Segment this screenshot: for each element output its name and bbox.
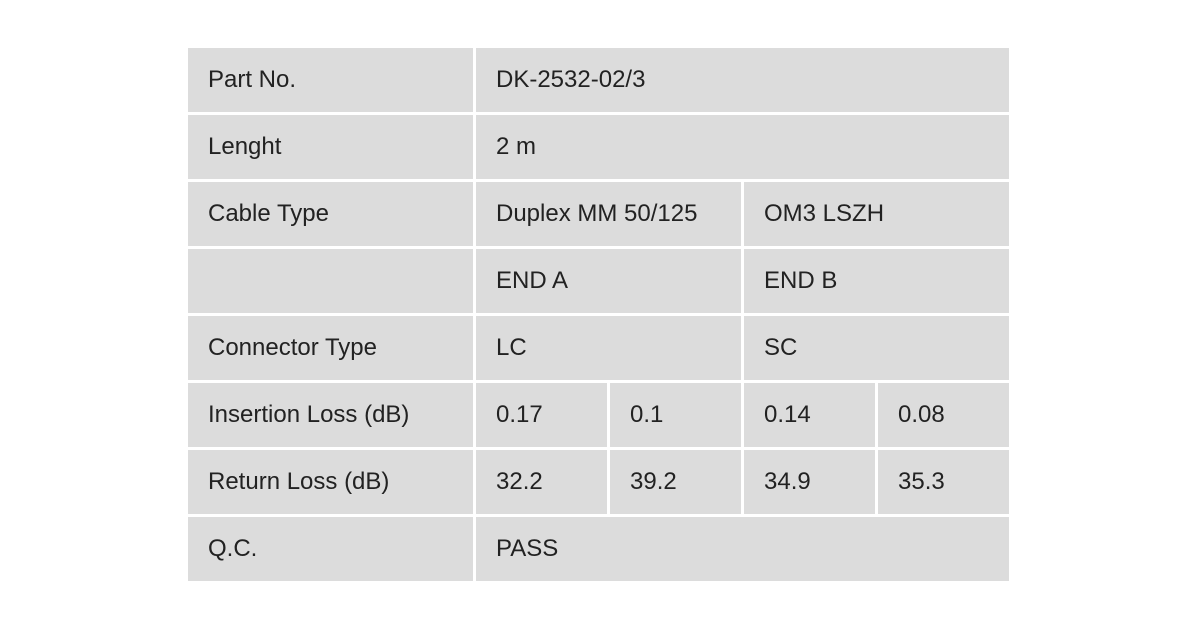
label-cell: Connector Type <box>188 316 473 380</box>
value-cell: 0.14 <box>744 383 875 447</box>
spec-table: Part No. DK-2532-02/3 Lenght 2 m Cable Typ… <box>185 45 1012 584</box>
label-cell: Insertion Loss (dB) <box>188 383 473 447</box>
row: Connector Type LC SC <box>188 316 1009 380</box>
header-cell: END A <box>476 249 741 313</box>
value-cell: 39.2 <box>610 450 741 514</box>
value-cell: SC <box>744 316 1009 380</box>
row: Return Loss (dB) 32.2 39.2 34.9 35.3 <box>188 450 1009 514</box>
label-cell <box>188 249 473 313</box>
value-cell: 35.3 <box>878 450 1009 514</box>
value-cell: 34.9 <box>744 450 875 514</box>
value-cell: PASS <box>476 517 1009 581</box>
value-cell: 32.2 <box>476 450 607 514</box>
label-cell: Lenght <box>188 115 473 179</box>
header-cell: END B <box>744 249 1009 313</box>
value-cell: OM3 LSZH <box>744 182 1009 246</box>
value-cell: 2 m <box>476 115 1009 179</box>
row: Q.C. PASS <box>188 517 1009 581</box>
row: Cable Type Duplex MM 50/125 OM3 LSZH <box>188 182 1009 246</box>
value-cell: DK-2532-02/3 <box>476 48 1009 112</box>
value-cell: 0.17 <box>476 383 607 447</box>
label-cell: Q.C. <box>188 517 473 581</box>
label-cell: Return Loss (dB) <box>188 450 473 514</box>
value-cell: LC <box>476 316 741 380</box>
row: Lenght 2 m <box>188 115 1009 179</box>
row: Part No. DK-2532-02/3 <box>188 48 1009 112</box>
label-cell: Part No. <box>188 48 473 112</box>
value-cell: 0.08 <box>878 383 1009 447</box>
label-cell: Cable Type <box>188 182 473 246</box>
value-cell: Duplex MM 50/125 <box>476 182 741 246</box>
row: END A END B <box>188 249 1009 313</box>
value-cell: 0.1 <box>610 383 741 447</box>
row: Insertion Loss (dB) 0.17 0.1 0.14 0.08 <box>188 383 1009 447</box>
